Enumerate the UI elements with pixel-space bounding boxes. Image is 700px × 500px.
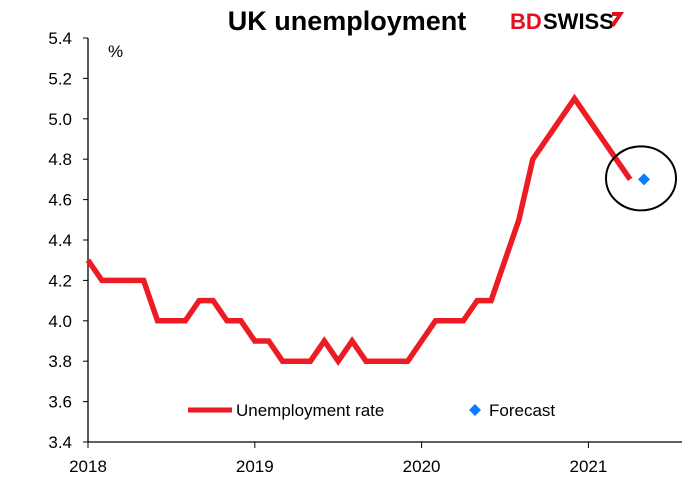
y-tick-label: 4.8 <box>48 150 72 169</box>
legend-marker-forecast <box>469 404 481 416</box>
x-tick-label: 2019 <box>236 457 274 476</box>
legend-label-unemployment: Unemployment rate <box>236 401 384 420</box>
logo-swiss-cross-icon <box>611 12 624 27</box>
x-tick-label: 2020 <box>403 457 441 476</box>
y-tick-label: 3.4 <box>48 433 72 452</box>
chart-title: UK unemployment <box>228 6 467 36</box>
y-unit-label: % <box>108 42 123 61</box>
legend-label-forecast: Forecast <box>489 401 555 420</box>
y-tick-label: 5.2 <box>48 69 72 88</box>
y-tick-label: 4.2 <box>48 271 72 290</box>
forecast-highlight-circle <box>605 145 677 212</box>
brand-logo: BD SWISS <box>510 9 624 34</box>
y-tick-label: 4.0 <box>48 312 72 331</box>
legend: Unemployment rate Forecast <box>188 401 555 420</box>
x-tick-label: 2018 <box>69 457 107 476</box>
x-tick-label: 2021 <box>569 457 607 476</box>
y-tick-label: 4.6 <box>48 191 72 210</box>
forecast-point <box>638 173 650 186</box>
logo-bd: BD <box>510 9 542 34</box>
logo-swiss: SWISS <box>543 9 614 34</box>
y-tick-label: 4.4 <box>48 231 72 250</box>
y-tick-label: 5.4 <box>48 29 72 48</box>
unemployment-rate-line <box>85 93 633 367</box>
y-tick-label: 3.8 <box>48 352 72 371</box>
y-tick-label: 3.6 <box>48 393 72 412</box>
y-tick-label: 5.0 <box>48 110 72 129</box>
